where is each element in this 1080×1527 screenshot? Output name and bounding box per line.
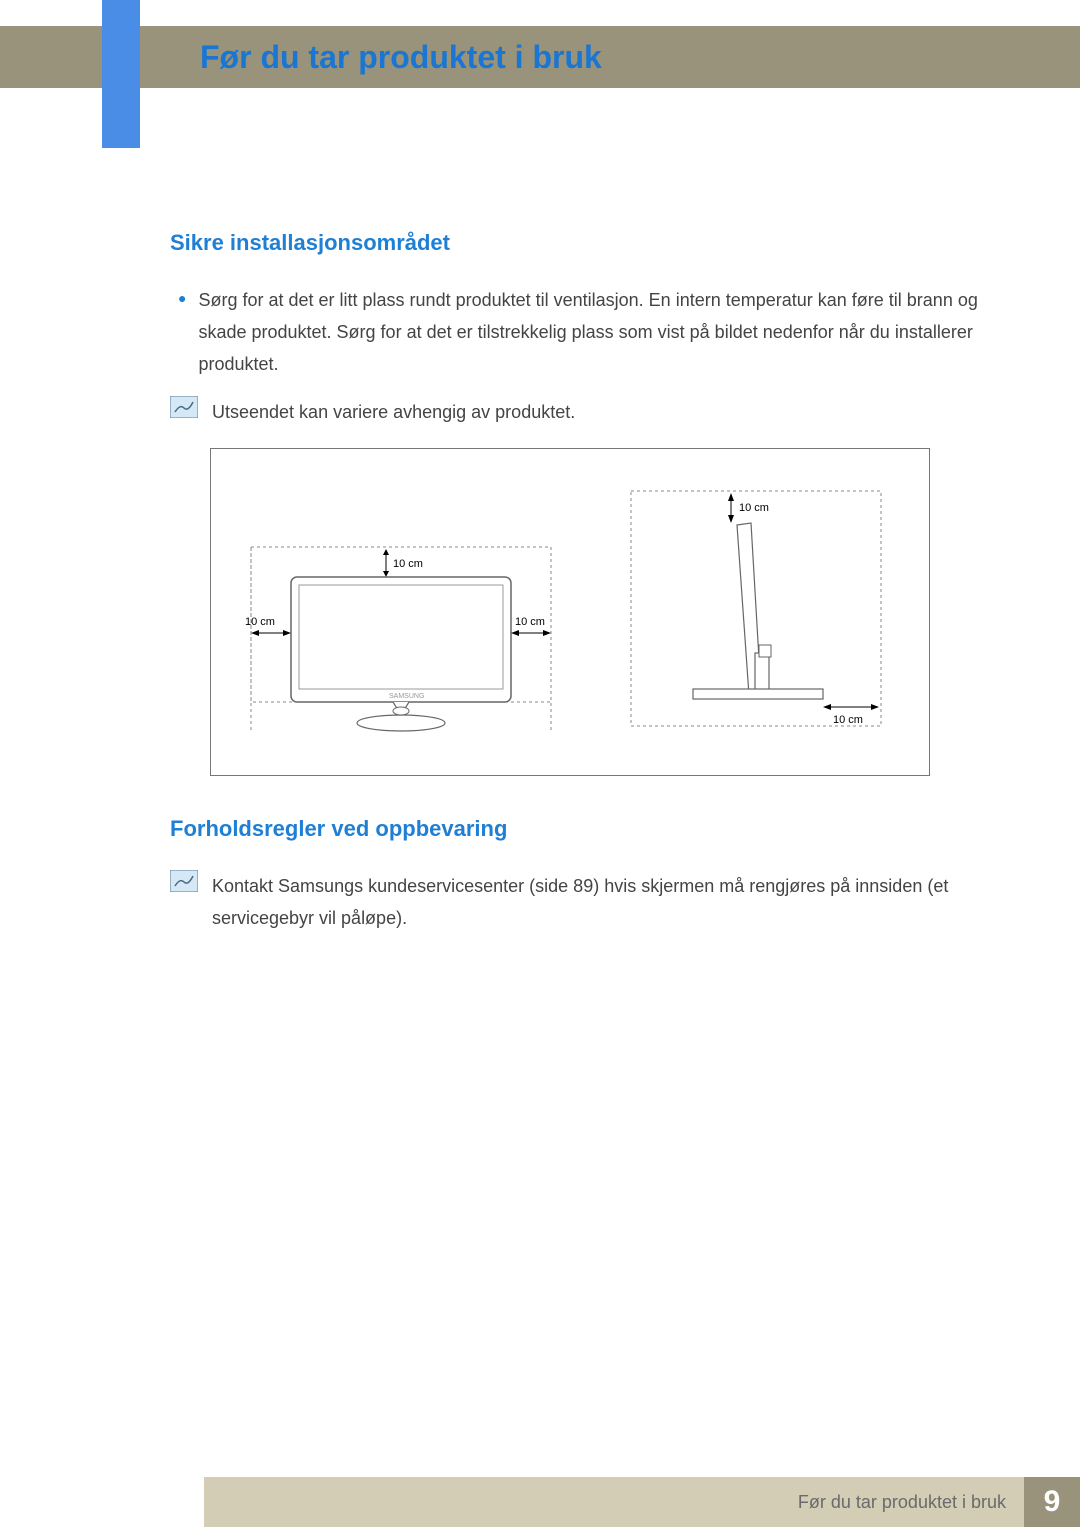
monitor-front-view: 10 cm SAMSUNG 10 cm 10 cm <box>231 505 571 745</box>
footer-text: Før du tar produktet i bruk <box>798 1492 1006 1513</box>
page-footer: Før du tar produktet i bruk 9 <box>0 1477 1080 1527</box>
page-content: Sikre installasjonsområdet ● Sørg for at… <box>170 230 1000 954</box>
chapter-title: Før du tar produktet i bruk <box>200 39 602 76</box>
note-text-2: Kontakt Samsungs kundeservicesenter (sid… <box>212 870 1000 934</box>
section-heading-storage: Forholdsregler ved oppbevaring <box>170 816 1000 842</box>
note-text: Utseendet kan variere avhengig av produk… <box>212 396 575 428</box>
diagram-label-top-side: 10 cm <box>739 502 769 514</box>
chapter-header-banner: Før du tar produktet i bruk <box>0 26 1080 88</box>
diagram-label-bottom-side: 10 cm <box>833 714 863 726</box>
footer-chapter-label: Før du tar produktet i bruk <box>204 1477 1024 1527</box>
svg-text:SAMSUNG: SAMSUNG <box>389 693 424 700</box>
section-heading-installation: Sikre installasjonsområdet <box>170 230 1000 256</box>
note-row: Kontakt Samsungs kundeservicesenter (sid… <box>170 870 1000 934</box>
bullet-marker: ● <box>178 284 186 312</box>
diagram-label-left-front: 10 cm <box>245 616 275 628</box>
monitor-side-view: 10 cm 10 cm <box>609 475 909 745</box>
installation-diagram: 10 cm SAMSUNG 10 cm 10 cm <box>210 448 930 776</box>
note-icon <box>170 396 198 418</box>
left-blue-accent-bar <box>102 0 140 148</box>
diagram-label-top-front: 10 cm <box>393 558 423 570</box>
note-icon <box>170 870 198 892</box>
diagram-label-right-front: 10 cm <box>515 616 545 628</box>
bullet-item: ● Sørg for at det er litt plass rundt pr… <box>170 284 1000 380</box>
page-number: 9 <box>1024 1477 1080 1527</box>
note-row: Utseendet kan variere avhengig av produk… <box>170 396 1000 428</box>
bullet-text: Sørg for at det er litt plass rundt prod… <box>198 284 1000 380</box>
